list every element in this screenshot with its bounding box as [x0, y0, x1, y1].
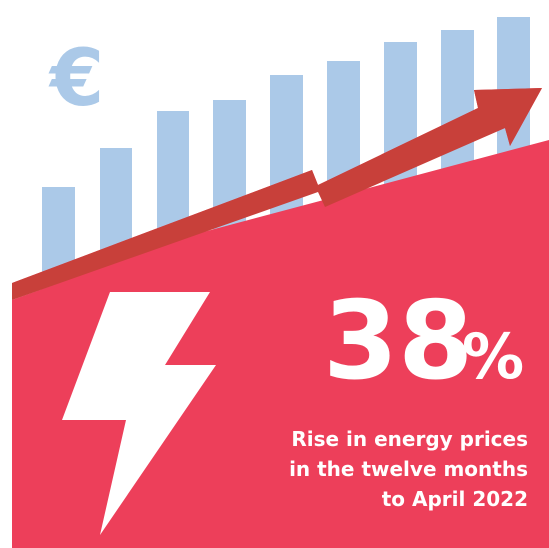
headline-number: 38 [323, 279, 473, 404]
headline-unit: % [462, 320, 524, 393]
lightning-bolt [62, 292, 216, 535]
caption-line: to April 2022 [382, 487, 528, 511]
euro-symbol: € [48, 34, 104, 124]
caption-line: in the twelve months [289, 457, 528, 481]
arrow [12, 88, 542, 300]
caption-line: Rise in energy prices [291, 427, 528, 451]
